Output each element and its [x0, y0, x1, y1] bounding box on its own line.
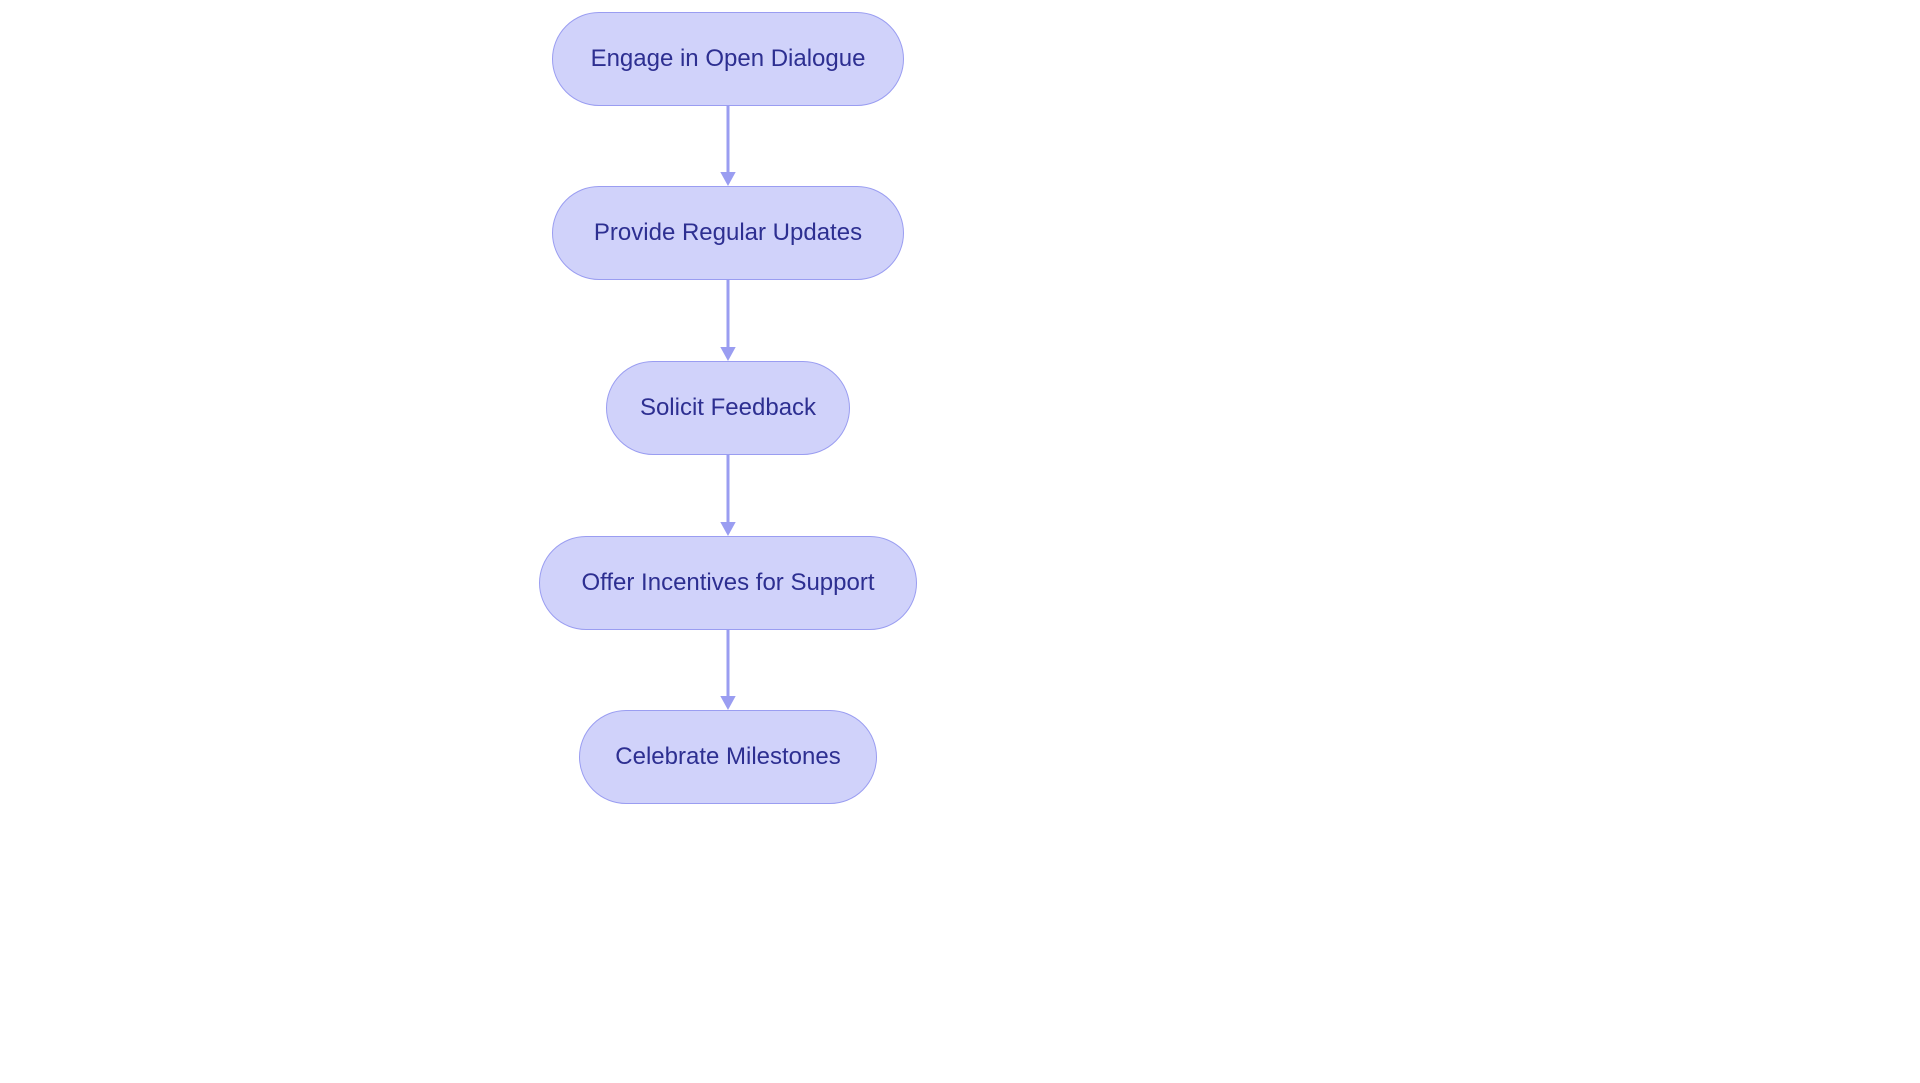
flowchart-arrow: [708, 106, 748, 186]
flowchart-node: Celebrate Milestones: [579, 710, 877, 804]
flowchart-node: Offer Incentives for Support: [539, 536, 917, 630]
flowchart-arrow: [708, 455, 748, 536]
flowchart-node-label: Solicit Feedback: [640, 394, 816, 422]
flowchart-arrow: [708, 280, 748, 361]
flowchart-node-label: Celebrate Milestones: [615, 743, 840, 771]
flowchart-node-label: Provide Regular Updates: [594, 219, 862, 247]
flowchart-node: Provide Regular Updates: [552, 186, 904, 280]
flowchart-canvas: Engage in Open Dialogue Provide Regular U…: [0, 0, 1920, 1083]
flowchart-node-label: Engage in Open Dialogue: [591, 45, 866, 73]
flowchart-node: Solicit Feedback: [606, 361, 850, 455]
flowchart-node: Engage in Open Dialogue: [552, 12, 904, 106]
flowchart-arrow: [708, 630, 748, 710]
flowchart-node-label: Offer Incentives for Support: [581, 569, 874, 597]
